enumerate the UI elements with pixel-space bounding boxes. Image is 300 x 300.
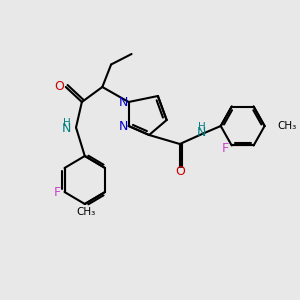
Text: N: N	[119, 95, 128, 109]
Text: O: O	[54, 80, 64, 94]
Text: CH₃: CH₃	[76, 207, 96, 218]
Text: N: N	[119, 119, 128, 133]
Text: N: N	[62, 122, 71, 136]
Text: F: F	[222, 142, 229, 155]
Text: H: H	[198, 122, 206, 132]
Text: O: O	[175, 165, 185, 178]
Text: N: N	[197, 126, 206, 140]
Text: H: H	[63, 118, 70, 128]
Text: CH₃: CH₃	[278, 121, 297, 131]
Text: F: F	[54, 185, 61, 199]
